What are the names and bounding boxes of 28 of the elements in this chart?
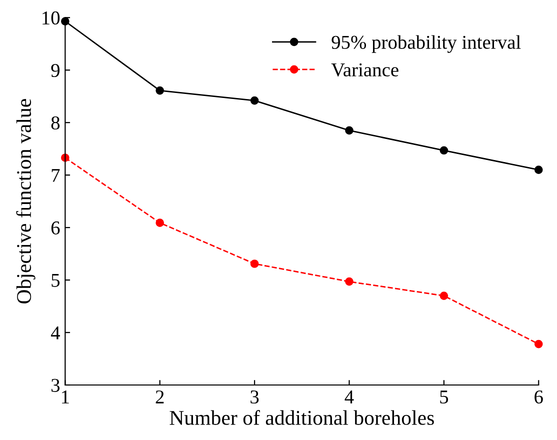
point [440,292,448,300]
y-tick-label: 4 [50,326,60,340]
x-tick-label: 1 [62,390,69,404]
legend-label: 95% probability interval [332,35,521,53]
y-tick-label: 10 [42,11,60,25]
point [156,86,164,95]
point [440,146,448,155]
y-tick-label: 6 [51,221,60,234]
point [156,218,164,227]
x-tick-label: 4 [344,390,354,404]
point [250,96,259,105]
x-tick-label: 5 [440,390,448,404]
point [345,277,354,286]
x-tick-label: 6 [534,390,543,404]
y-tick-label: 5 [52,274,60,287]
point [534,166,543,174]
y-tick-label: 8 [51,116,60,130]
legend-label: Variance [331,63,398,77]
y-tick-label: 7 [52,169,60,182]
x-tick-label: 3 [250,390,259,404]
point [345,126,354,135]
point [250,260,259,268]
y-axis-title: Objective function value [16,99,36,304]
y-tick-label: 3 [52,378,60,392]
point [534,340,543,348]
x-axis-title: Number of additional boreholes [170,410,434,425]
y-tick-label: 9 [51,64,60,78]
x-tick-label: 2 [156,390,164,404]
